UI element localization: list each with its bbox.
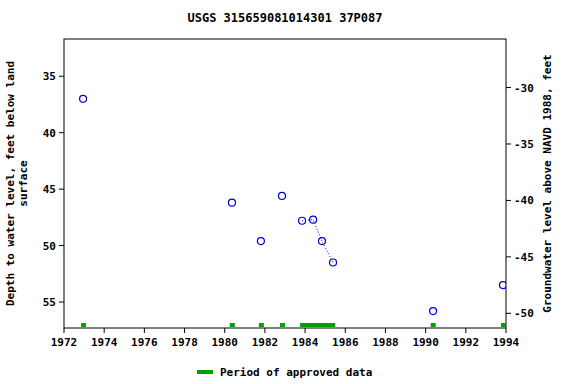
x-tick [465, 328, 466, 333]
x-tick-label: 1988 [372, 336, 399, 349]
x-tick [385, 328, 386, 333]
legend-label: Period of approved data [220, 366, 372, 379]
y-tick-label: 35 [43, 70, 56, 83]
approved-period [230, 323, 235, 327]
x-tick [264, 328, 265, 333]
y-axis-label: surface [17, 160, 30, 207]
approved-period [280, 323, 285, 327]
data-point [228, 199, 235, 206]
y-tick-label: 40 [43, 127, 56, 140]
x-tick [425, 328, 426, 333]
x-tick [224, 328, 225, 333]
series-line [302, 220, 333, 263]
y-tick [59, 245, 64, 246]
data-point [430, 308, 437, 315]
y2-tick-label: -40 [514, 194, 534, 207]
x-tick-label: 1984 [292, 336, 319, 349]
x-tick-label: 1986 [332, 336, 359, 349]
x-tick-label: 1978 [171, 336, 198, 349]
x-tick [345, 328, 346, 333]
title: USGS 315659081014301 37P087 [187, 11, 382, 25]
plot-data [80, 95, 506, 327]
approved-period [501, 323, 506, 327]
y2-axis-label: Groundwater level above NAVD 1988, feet [541, 54, 554, 312]
x-tick-label: 1974 [91, 336, 118, 349]
approved-period [259, 323, 264, 327]
y2-tick [506, 313, 511, 314]
x-tick-label: 1976 [131, 336, 158, 349]
y2-tick [506, 87, 511, 88]
y-tick-label: 45 [43, 183, 56, 196]
x-tick [184, 328, 185, 333]
x-tick-label: 1990 [412, 336, 439, 349]
data-point [310, 216, 317, 223]
data-point [278, 192, 285, 199]
approved-period [81, 323, 86, 327]
y2-tick [506, 200, 511, 201]
x-tick-label: 1972 [51, 336, 78, 349]
x-tick-label: 1992 [453, 336, 480, 349]
plot-frame [64, 39, 506, 328]
y-tick-label: 55 [43, 296, 56, 309]
y-tick [59, 302, 64, 303]
x-tick [144, 328, 145, 333]
y-tick [59, 76, 64, 77]
x-tick [104, 328, 105, 333]
data-point [257, 238, 264, 245]
y2-tick-label: -30 [514, 82, 534, 95]
legend-swatch [197, 370, 213, 374]
approved-period [431, 323, 436, 327]
x-tick-label: 1982 [252, 336, 279, 349]
y-axis-label: Depth to water level, feet below land [4, 61, 17, 306]
approved-period [300, 323, 335, 327]
y-tick-label: 50 [43, 240, 56, 253]
data-point [299, 217, 306, 224]
x-tick-label: 1994 [493, 336, 520, 349]
y2-tick-label: -50 [514, 307, 534, 320]
data-point [499, 282, 506, 289]
y-tick [59, 189, 64, 190]
y2-tick-label: -35 [514, 138, 534, 151]
x-tick [506, 328, 507, 333]
x-tick-label: 1980 [211, 336, 238, 349]
y-tick [59, 132, 64, 133]
x-tick [64, 328, 65, 333]
x-tick [305, 328, 306, 333]
chart: USGS 315659081014301 37P087 1972 1974 1976 1… [0, 0, 576, 384]
data-point [318, 238, 325, 245]
y2-tick [506, 143, 511, 144]
y2-tick-label: -45 [514, 251, 534, 264]
data-point [330, 259, 337, 266]
data-point [80, 95, 87, 102]
y2-tick [506, 256, 511, 257]
